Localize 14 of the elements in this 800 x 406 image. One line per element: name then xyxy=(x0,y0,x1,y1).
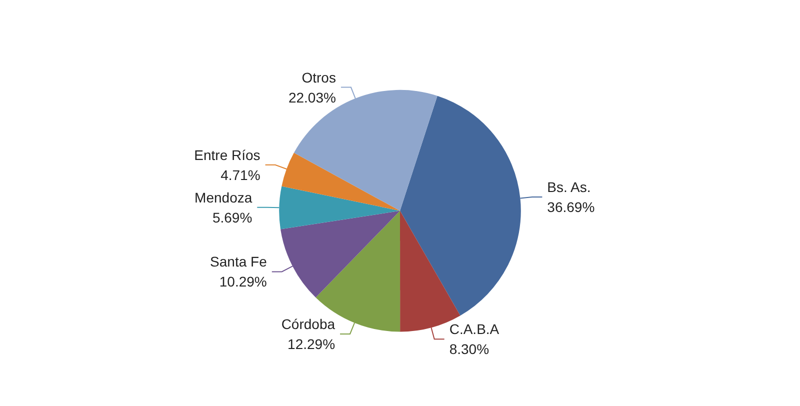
slice-label: Santa Fe xyxy=(210,254,268,270)
slice-label: Mendoza xyxy=(194,189,252,206)
slice-label: Córdoba xyxy=(281,316,336,332)
slice-label: C.A.B.A xyxy=(449,321,500,338)
slice-label: Entre Ríos xyxy=(194,146,260,163)
data-label: 5.69% xyxy=(212,209,252,226)
data-label: 22.03% xyxy=(288,89,336,106)
data-label: 12.29% xyxy=(288,336,336,352)
slice-label: Bs. As. xyxy=(547,179,591,196)
data-label: 36.69% xyxy=(547,199,595,216)
data-label: 4.71% xyxy=(220,166,260,183)
data-label: 8.30% xyxy=(449,341,490,358)
slice-label: Otros xyxy=(302,69,336,86)
data-label: 10.29% xyxy=(219,274,267,290)
